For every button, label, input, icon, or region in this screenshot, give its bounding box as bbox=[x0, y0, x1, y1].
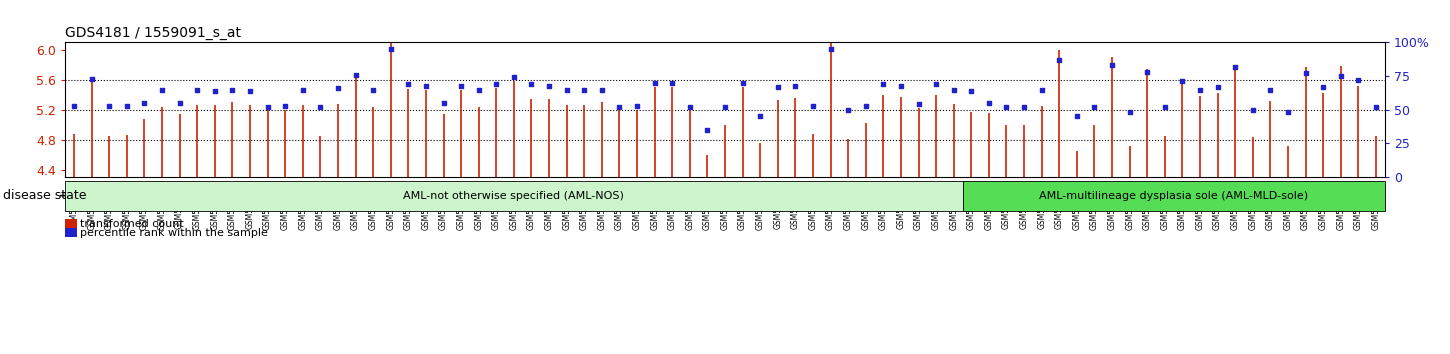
Point bbox=[608, 104, 631, 110]
Point bbox=[151, 87, 174, 92]
Point bbox=[309, 104, 332, 110]
Point bbox=[925, 81, 948, 87]
Point bbox=[538, 83, 561, 88]
Text: AML-not otherwise specified (AML-NOS): AML-not otherwise specified (AML-NOS) bbox=[403, 190, 625, 201]
Point bbox=[291, 87, 315, 92]
Point bbox=[467, 87, 490, 92]
Text: GDS4181 / 1559091_s_at: GDS4181 / 1559091_s_at bbox=[65, 26, 241, 40]
Point bbox=[1347, 77, 1370, 83]
Point bbox=[168, 100, 191, 106]
Point bbox=[1170, 79, 1193, 84]
Point bbox=[679, 104, 702, 110]
Point bbox=[1189, 87, 1212, 92]
Point bbox=[1083, 104, 1106, 110]
Point bbox=[203, 88, 226, 94]
Point bbox=[1101, 63, 1124, 68]
Point bbox=[906, 102, 929, 107]
Point bbox=[802, 103, 825, 109]
Point bbox=[942, 87, 966, 92]
Point bbox=[1259, 87, 1282, 92]
Point bbox=[1153, 104, 1176, 110]
Point bbox=[361, 87, 384, 92]
Point bbox=[854, 103, 877, 109]
Point bbox=[1066, 114, 1089, 119]
Point bbox=[1364, 104, 1388, 110]
Point bbox=[62, 103, 86, 109]
Point bbox=[484, 81, 507, 87]
Text: percentile rank within the sample: percentile rank within the sample bbox=[80, 228, 268, 238]
Point bbox=[960, 88, 983, 94]
Point bbox=[1312, 84, 1335, 90]
Point bbox=[748, 114, 771, 119]
Text: transformed count: transformed count bbox=[80, 219, 184, 229]
Point bbox=[326, 85, 349, 91]
Point bbox=[819, 46, 842, 52]
Point bbox=[1012, 104, 1035, 110]
Point bbox=[1048, 57, 1072, 63]
Point bbox=[220, 87, 244, 92]
Point bbox=[625, 103, 648, 109]
Point bbox=[590, 87, 613, 92]
Point bbox=[502, 75, 525, 80]
Point bbox=[1118, 110, 1141, 115]
Text: AML-multilineage dysplasia sole (AML-MLD-sole): AML-multilineage dysplasia sole (AML-MLD… bbox=[1040, 190, 1308, 201]
Point bbox=[731, 80, 754, 86]
Point bbox=[97, 103, 120, 109]
Point bbox=[837, 107, 860, 113]
Point bbox=[784, 83, 808, 88]
Point bbox=[995, 104, 1018, 110]
Point bbox=[1276, 110, 1299, 115]
Point bbox=[432, 100, 455, 106]
Point bbox=[696, 127, 719, 133]
Point bbox=[1206, 84, 1230, 90]
Point bbox=[1330, 73, 1353, 79]
Point bbox=[871, 81, 895, 87]
Point bbox=[766, 84, 789, 90]
Point bbox=[642, 80, 666, 86]
Point bbox=[115, 103, 138, 109]
Point bbox=[1224, 64, 1247, 69]
Point bbox=[1030, 87, 1053, 92]
Point bbox=[186, 87, 209, 92]
Point bbox=[573, 87, 596, 92]
Point bbox=[1241, 107, 1264, 113]
Point bbox=[397, 81, 420, 87]
Point bbox=[1293, 70, 1317, 76]
Point bbox=[133, 100, 157, 106]
Point bbox=[238, 88, 261, 94]
Point bbox=[889, 83, 912, 88]
Point bbox=[713, 104, 737, 110]
Point bbox=[80, 76, 103, 82]
Point bbox=[521, 81, 544, 87]
Point bbox=[344, 72, 367, 78]
Point bbox=[257, 104, 280, 110]
Point bbox=[1135, 69, 1159, 75]
Point bbox=[661, 80, 684, 86]
Point bbox=[415, 83, 438, 88]
Point bbox=[977, 100, 1000, 106]
Text: disease state: disease state bbox=[3, 189, 87, 202]
Point bbox=[378, 46, 402, 52]
Point bbox=[555, 87, 579, 92]
Point bbox=[274, 103, 297, 109]
Point bbox=[450, 83, 473, 88]
